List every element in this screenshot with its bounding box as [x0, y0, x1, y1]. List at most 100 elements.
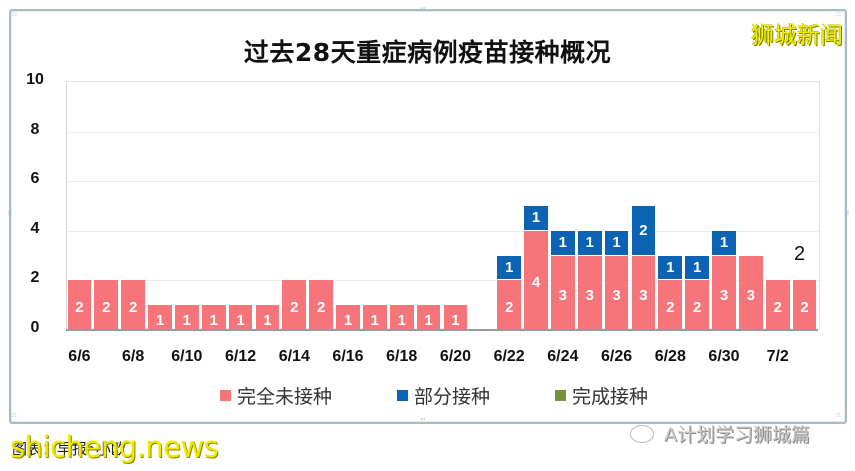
bar-segment[interactable]: 1 [201, 305, 226, 329]
x-tick-label: 6/26 [600, 348, 633, 365]
resize-handle-bottom[interactable]: ··· [420, 415, 426, 424]
bar-value-label: 2 [75, 299, 84, 317]
resize-handle-top-left[interactable]: ⁙ [11, 10, 18, 19]
bar-value-label: 2 [666, 299, 675, 317]
bar-segment[interactable]: 1 [255, 305, 280, 329]
resize-handle-right[interactable]: ··· [843, 210, 852, 215]
y-tick-label: 2 [30, 269, 40, 287]
bar-segment[interactable]: 2 [765, 280, 790, 329]
bar-value-label: 2 [102, 299, 111, 317]
x-tick-label: 6/12 [224, 348, 257, 365]
x-tick-label: 6/6 [68, 348, 91, 365]
x-tick-label: 6/10 [171, 348, 203, 365]
resize-handle-top-right[interactable]: ⁙ [835, 10, 842, 19]
bar-segment[interactable]: 2 [631, 206, 656, 255]
bar-segment[interactable]: 3 [738, 255, 763, 329]
account-name: A计划学习狮城篇 [664, 424, 810, 446]
bar-value-label: 2 [639, 221, 648, 239]
resize-handle-left[interactable]: ··· [4, 210, 13, 215]
bar-value-label: 1 [585, 234, 594, 252]
bar-segment[interactable]: 2 [94, 280, 119, 329]
bar-segment[interactable]: 1 [174, 305, 199, 329]
bar-value-label: 1 [692, 258, 702, 276]
bar-value-label: 3 [639, 286, 648, 304]
bar-value-label: 1 [155, 311, 165, 329]
chart-title: 过去28天重症病例疫苗接种概况 [243, 38, 612, 67]
bar-segment[interactable]: 3 [550, 255, 575, 329]
bar-segment[interactable]: 2 [685, 280, 710, 329]
bar-segment[interactable]: 2 [792, 280, 817, 329]
x-axis-line [66, 329, 818, 331]
x-tick-label: 6/16 [332, 348, 364, 365]
bar-segment[interactable]: 1 [685, 255, 710, 280]
brand-watermark: 狮城新闻 [751, 23, 843, 49]
legend-swatch-icon [555, 390, 566, 401]
bar-value-label: 2 [128, 299, 138, 317]
x-tick-label: 6/24 [547, 348, 579, 365]
y-tick-label: 6 [30, 170, 40, 188]
bar-value-label: 2 [316, 299, 326, 317]
bar-value-label: 3 [746, 286, 756, 304]
bar-segment[interactable]: 1 [336, 305, 360, 329]
data-annotation: 2 [794, 243, 806, 265]
resize-handle-top[interactable]: ··· [420, 4, 426, 13]
legend-swatch-icon [220, 390, 231, 401]
bar-segment[interactable]: 1 [604, 230, 629, 255]
bar-value-label: 1 [424, 311, 433, 329]
bar-value-label: 3 [558, 286, 568, 304]
x-tick-label: 6/8 [122, 348, 145, 365]
bar-segment[interactable]: 1 [497, 255, 522, 280]
resize-handle-bottom-right[interactable]: ⁙ [835, 411, 842, 420]
y-tick-label: 8 [30, 120, 40, 138]
bar-value-label: 1 [504, 258, 514, 276]
bar-segment[interactable]: 2 [67, 280, 92, 329]
bar-segment[interactable]: 3 [631, 255, 656, 329]
bar-value-label: 3 [719, 286, 729, 304]
y-tick-label: 4 [30, 219, 40, 237]
bar-segment[interactable]: 4 [524, 230, 548, 329]
bar-segment[interactable]: 2 [497, 280, 522, 329]
bar-segment[interactable]: 2 [282, 280, 307, 329]
bar-segment[interactable]: 1 [443, 305, 468, 329]
bar-segment[interactable]: 1 [550, 230, 575, 255]
bar-segment[interactable]: 1 [389, 305, 414, 329]
bar-segment[interactable]: 2 [121, 280, 146, 329]
bar-value-label: 1 [451, 311, 460, 329]
bar-segment[interactable]: 1 [228, 305, 253, 329]
bar-value-label: 1 [397, 311, 406, 329]
bar-value-label: 3 [612, 286, 621, 304]
x-tick-label: 6/30 [708, 348, 740, 365]
gridline [67, 181, 819, 183]
bar-segment[interactable]: 3 [577, 255, 602, 329]
site-watermark: shicheng.news [10, 430, 219, 464]
legend-item-fully-vaccinated[interactable]: 完成接种 [555, 382, 648, 409]
legend-swatch-icon [397, 390, 408, 401]
x-tick-label: 6/18 [386, 348, 418, 365]
bar-segment[interactable]: 3 [712, 255, 736, 329]
bar-value-label: 2 [773, 299, 782, 317]
bar-segment[interactable]: 3 [604, 255, 629, 329]
bar-segment[interactable]: 1 [577, 230, 602, 255]
legend-item-partial[interactable]: 部分接种 [397, 382, 490, 409]
x-tick-label: 7/2 [766, 348, 789, 365]
gridline [67, 280, 819, 282]
bar-segment[interactable]: 1 [658, 255, 683, 280]
bar-segment[interactable]: 1 [712, 230, 736, 255]
legend-item-unvaccinated[interactable]: 完全未接种 [220, 382, 332, 409]
bar-value-label: 1 [666, 258, 675, 276]
bar-segment[interactable]: 2 [658, 280, 683, 329]
bar-segment[interactable]: 1 [362, 305, 387, 329]
legend-label: 部分接种 [414, 386, 491, 408]
bar-segment[interactable]: 2 [309, 280, 334, 329]
resize-handle-bottom-left[interactable]: ⁙ [11, 411, 18, 420]
bar-segment[interactable]: 1 [416, 305, 441, 329]
x-tick-label: 6/20 [439, 348, 471, 365]
bar-value-label: 1 [263, 311, 272, 329]
bar-segment[interactable]: 1 [524, 206, 548, 230]
bar-value-label: 3 [585, 286, 594, 304]
chart-frame [9, 9, 847, 424]
bar-value-label: 1 [531, 209, 541, 227]
wechat-icon [630, 424, 654, 443]
bar-segment[interactable]: 1 [148, 305, 172, 329]
bar-value-label: 1 [209, 311, 218, 329]
